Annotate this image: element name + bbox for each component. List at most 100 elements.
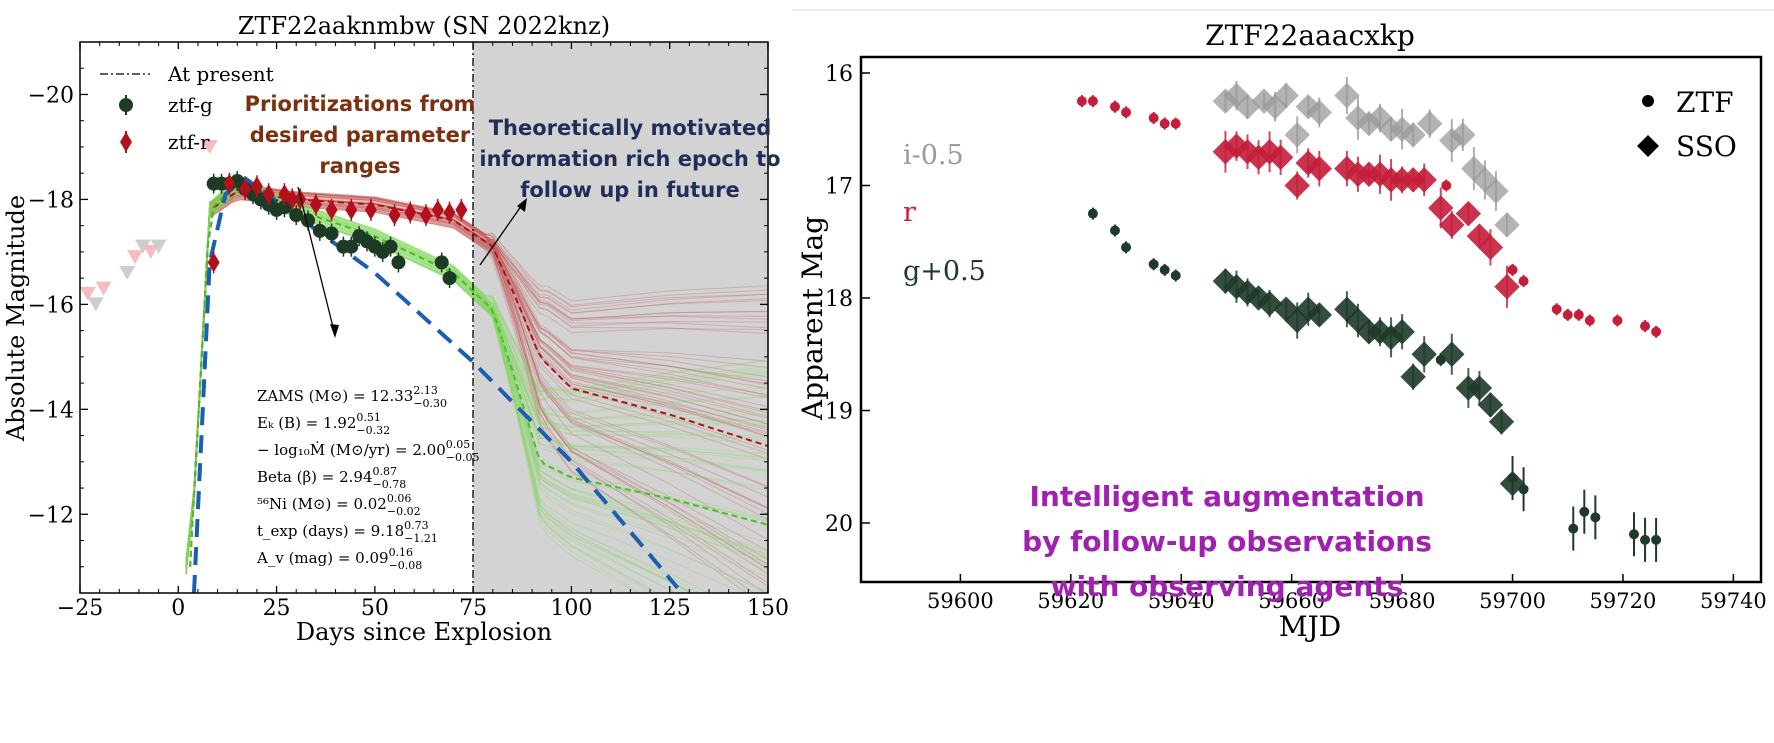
parameter-box: ZAMS (M⊙) = 12.332.13−0.30 Eₖ (B) = 1.920… xyxy=(256,384,479,572)
parameter-sub: −0.78 xyxy=(373,478,407,491)
ztf-point xyxy=(1629,529,1640,540)
sso-point xyxy=(1466,375,1493,401)
g-point xyxy=(344,239,359,254)
ztf-point xyxy=(1590,512,1601,523)
upper-limit-marker xyxy=(142,244,159,259)
legend-present: At present xyxy=(167,62,274,86)
left-x-tick-label: 50 xyxy=(361,596,389,621)
legend-r-marker xyxy=(120,132,132,152)
upper-limit-marker xyxy=(201,139,218,154)
right-plot-frame xyxy=(859,55,1763,584)
ztf-point xyxy=(1651,534,1662,545)
data-points xyxy=(79,139,468,312)
left-ylabel: Absolute Magnitude xyxy=(2,195,30,442)
parameter-line: − log₁₀Ṁ (M⊙/yr) = 2.000.05 xyxy=(257,438,470,459)
left-y-tick-label: −14 xyxy=(28,398,74,423)
r-point xyxy=(419,205,432,226)
left-y-tick-label: −12 xyxy=(28,503,74,528)
sso-point xyxy=(1450,122,1476,148)
prioritization-annotation: Prioritizations from desired parameter r… xyxy=(245,92,476,178)
r-point xyxy=(262,184,275,205)
left-xlabel: Days since Explosion xyxy=(296,618,552,646)
upper-limit-marker xyxy=(119,265,136,280)
sso-point xyxy=(1411,341,1437,367)
g-point xyxy=(324,226,339,241)
right-y-tick-label: 16 xyxy=(825,62,853,87)
left-chart: −25 0 25 50 75 100 125 150 −20 −18 −16 −14 −12 ZTF22… xyxy=(2,12,789,646)
band-label-g: g+0.5 xyxy=(903,256,986,287)
sso-point xyxy=(1400,122,1426,148)
ztf-point xyxy=(1109,101,1120,112)
sso-point xyxy=(1400,364,1426,390)
augmentation-annotation: Intelligent augmentation by follow-up ob… xyxy=(1022,480,1432,603)
right-y-tick-label: 20 xyxy=(825,512,853,537)
g-point xyxy=(442,271,457,286)
parameter-sub: −0.08 xyxy=(389,559,423,572)
legend-g-marker xyxy=(119,98,133,112)
r-point xyxy=(455,199,468,220)
r-point xyxy=(309,194,322,215)
right-ylabel: Apparent Mag xyxy=(796,216,829,421)
sso-point xyxy=(1306,155,1332,182)
sso-point xyxy=(1389,319,1415,345)
information-line-3: follow up in future xyxy=(520,178,740,202)
upper-limit-marker xyxy=(127,250,144,265)
r-point xyxy=(325,199,338,220)
r-point xyxy=(443,202,456,223)
left-y-tick-label: −18 xyxy=(28,188,74,213)
ztf-point xyxy=(1551,304,1562,315)
parameter-sub: −1.21 xyxy=(404,532,438,545)
sso-point xyxy=(1488,409,1515,435)
ztf-point xyxy=(1121,242,1132,253)
upper-limit-marker xyxy=(134,239,151,254)
left-legend: At present ztf-g ztf-r xyxy=(100,62,274,154)
ztf-point xyxy=(1087,96,1098,107)
right-x-tick-label: 59700 xyxy=(1479,589,1546,613)
right-y-tick-label: 19 xyxy=(825,400,853,425)
photometry-points xyxy=(1076,76,1662,562)
left-axes: −25 0 25 50 75 100 125 150 −20 −18 −16 −14 −12 xyxy=(28,41,789,621)
fit-curve xyxy=(192,175,680,593)
ztf-point xyxy=(1568,523,1579,534)
sso-point xyxy=(1439,341,1465,367)
left-x-tick-label: 0 xyxy=(171,596,185,621)
parameter-sub: −0.02 xyxy=(387,505,421,518)
ztf-point xyxy=(1076,96,1087,107)
g-point xyxy=(383,239,398,254)
r-point xyxy=(239,178,252,199)
sso-point xyxy=(1411,167,1437,193)
right-x-tick-label: 59660 xyxy=(1258,589,1325,613)
parameter-line: Eₖ (B) = 1.920.51 xyxy=(257,411,381,432)
ztf-point xyxy=(1170,270,1181,281)
parameter-sub: −0.05 xyxy=(446,451,480,464)
ztf-point xyxy=(1170,118,1181,129)
g-point xyxy=(277,200,292,215)
sso-point xyxy=(1483,178,1509,204)
ztf-point xyxy=(1159,264,1170,275)
ztf-point xyxy=(1507,264,1518,275)
ztf-point xyxy=(1507,473,1518,483)
ztf-point xyxy=(1441,180,1452,191)
right-x-tick-label: 59720 xyxy=(1590,589,1657,613)
ztf-point xyxy=(1640,534,1651,545)
g-point xyxy=(434,255,449,270)
ztf-point xyxy=(1651,326,1662,337)
r-point xyxy=(286,189,299,210)
r-point xyxy=(388,205,401,226)
right-x-tick-label: 59680 xyxy=(1369,589,1436,613)
sso-point xyxy=(1267,144,1294,171)
g-point xyxy=(301,213,316,228)
sso-point xyxy=(1306,99,1332,126)
sso-point xyxy=(1428,195,1454,221)
sso-point xyxy=(1306,302,1332,328)
right-legend: ZTF SSO xyxy=(1637,86,1737,163)
legend-ztf: ZTF xyxy=(1676,86,1734,119)
right-x-tick-label: 59600 xyxy=(927,589,994,613)
sso-point xyxy=(1284,172,1310,199)
left-x-tick-label: 150 xyxy=(747,596,789,621)
parameter-line: ⁵⁶Ni (M⊙) = 0.020.06 xyxy=(257,492,411,513)
model-median-r xyxy=(189,190,768,567)
model-median-g xyxy=(189,182,768,567)
sso-point xyxy=(1455,200,1482,227)
